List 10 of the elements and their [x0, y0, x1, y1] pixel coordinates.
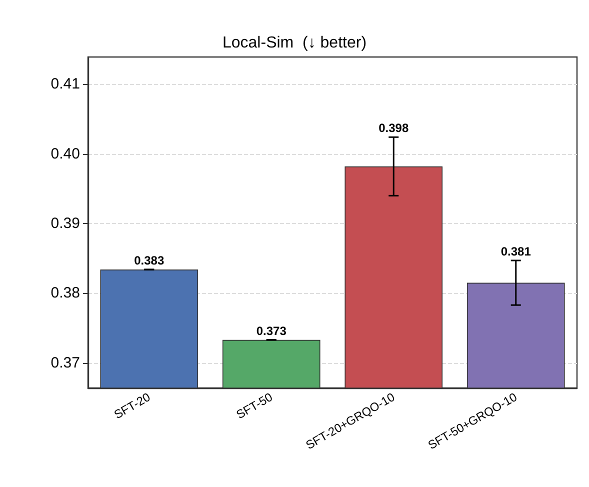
chart-title: Local-Sim (↓ better)	[222, 34, 367, 52]
data-label: 0.398	[378, 121, 409, 136]
data-label: 0.383	[134, 254, 164, 268]
y-tick-label: 0.37	[50, 354, 80, 372]
y-tick-label: 0.41	[50, 76, 80, 93]
y-tick-label: 0.39	[50, 215, 80, 232]
y-tick-label: 0.40	[50, 145, 80, 162]
data-label: 0.381	[500, 244, 532, 258]
y-tick-label: 0.38	[50, 284, 80, 302]
data-label: 0.373	[256, 324, 287, 338]
